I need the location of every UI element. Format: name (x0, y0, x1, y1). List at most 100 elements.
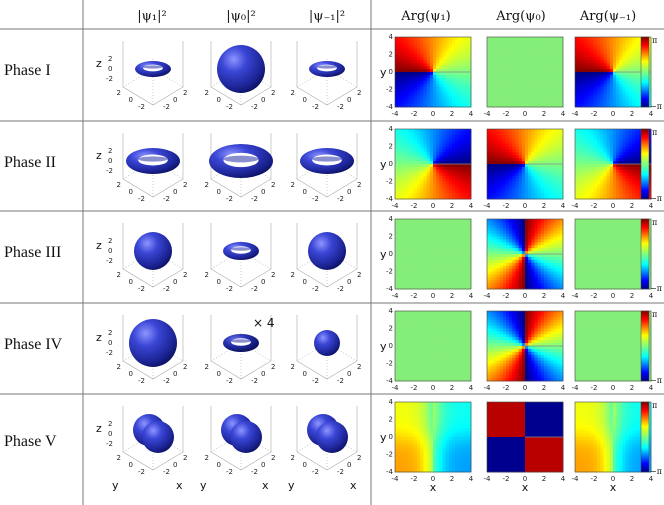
tick-label: -4 (484, 384, 492, 392)
tick-label: -2 (226, 103, 233, 111)
density-isosurface (314, 330, 340, 356)
tick-label: -2 (337, 195, 344, 203)
tick-label: -4 (386, 377, 394, 385)
tick-label: 0 (431, 292, 435, 300)
tick-label: 2 (271, 271, 275, 279)
phase-map (486, 128, 564, 200)
z-axis-label: z (96, 239, 102, 252)
tick-label: 0 (347, 188, 351, 196)
tick-label: 2 (389, 416, 393, 424)
phase-map (574, 218, 652, 290)
phase-row: Phase III z 20-220-2 -202 20-2 -202 20-2 -202y4… (4, 215, 662, 300)
tick-label: -2 (411, 384, 418, 392)
tick-label: -2 (226, 377, 233, 385)
tick-label: -2 (251, 285, 258, 293)
tick-label: 2 (450, 110, 454, 118)
tick-label: 2 (291, 89, 295, 97)
row-label: Phase II (4, 154, 56, 171)
tick-label: 4 (649, 110, 654, 118)
tick-label: -4 (484, 475, 492, 483)
density-isosurface (217, 45, 265, 93)
tick-label: -2 (106, 257, 113, 265)
tick-label: 2 (205, 89, 209, 97)
tick-label: 4 (561, 384, 566, 392)
tick-label: 2 (542, 384, 546, 392)
colorbar-max-label: π (652, 128, 657, 137)
tick-label: 2 (183, 363, 187, 371)
tick-label: 0 (217, 188, 221, 196)
phase-map (574, 36, 652, 108)
tick-label: -2 (312, 195, 319, 203)
colorbar (640, 401, 650, 473)
tick-label: 2 (357, 181, 361, 189)
tick-label: -4 (386, 103, 394, 111)
tick-label: -2 (251, 377, 258, 385)
phase-map (394, 401, 472, 473)
phase-y-axis-label: y (380, 248, 387, 261)
tick-label: 2 (271, 89, 275, 97)
tick-label: 2 (630, 202, 634, 210)
density-isosurface (134, 232, 172, 270)
axes-3d: 20-2 -202 (205, 406, 275, 476)
tick-label: 0 (523, 110, 527, 118)
tick-label: 0 (347, 278, 351, 286)
tick-label: 2 (271, 454, 275, 462)
density-isosurface (209, 144, 273, 178)
tick-label: 0 (129, 278, 133, 286)
tick-label: -2 (591, 384, 598, 392)
tick-label: 4 (561, 292, 566, 300)
axes-3d: 20-2 -202 (205, 315, 275, 385)
z-axis-label: z (96, 149, 102, 162)
tick-label: 0 (523, 384, 527, 392)
tick-label: 0 (303, 461, 307, 469)
tick-label: 2 (630, 475, 634, 483)
density-isosurface (308, 232, 346, 270)
tick-label: -2 (386, 451, 393, 459)
tick-label: 2 (291, 363, 295, 371)
tick-label: 0 (347, 370, 351, 378)
tick-label: 4 (469, 475, 474, 483)
density-isosurface (223, 334, 259, 352)
phase-map (486, 218, 564, 290)
phase-map (394, 36, 472, 108)
colorbar-max-label: π (652, 218, 657, 227)
tick-label: 0 (431, 202, 435, 210)
column-headers: |ψ₁|² |ψ₀|² |ψ₋₁|² Arg(ψ₁) Arg(ψ₀) Arg(ψ… (137, 9, 636, 24)
phase-y-axis-label: y (380, 340, 387, 353)
tick-label: 2 (117, 363, 121, 371)
tick-label: 2 (205, 363, 209, 371)
colorbar-min-label: −π (650, 284, 662, 293)
tick-label: -4 (484, 202, 492, 210)
tick-label: 4 (561, 475, 566, 483)
tick-label: 0 (108, 247, 112, 255)
tick-label: 4 (389, 125, 394, 133)
tick-label: -2 (251, 103, 258, 111)
tick-label: 4 (389, 215, 394, 223)
tick-label: 4 (649, 384, 654, 392)
tick-label: 2 (108, 420, 112, 428)
tick-label: -2 (138, 468, 145, 476)
tick-label: -2 (411, 292, 418, 300)
tick-label: -4 (572, 475, 580, 483)
row-label: Phase V (4, 433, 57, 450)
phase-map (394, 310, 472, 382)
tick-label: 4 (649, 292, 654, 300)
tick-label: -2 (312, 468, 319, 476)
tick-label: 2 (389, 51, 393, 59)
density-isosurface (309, 61, 345, 77)
tick-label: 0 (129, 188, 133, 196)
tick-label: 2 (291, 181, 295, 189)
tick-label: 2 (357, 89, 361, 97)
colorbar-min-label: −π (650, 194, 662, 203)
tick-label: 2 (183, 181, 187, 189)
density-isosurface (133, 414, 174, 453)
tick-label: 4 (469, 384, 474, 392)
phase-map (394, 128, 472, 200)
tick-label: 4 (649, 202, 654, 210)
colorbar-min-label: −π (650, 376, 662, 385)
tick-label: 2 (389, 143, 393, 151)
tick-label: -2 (163, 377, 170, 385)
tick-label: -4 (386, 285, 394, 293)
tick-label: 2 (357, 363, 361, 371)
